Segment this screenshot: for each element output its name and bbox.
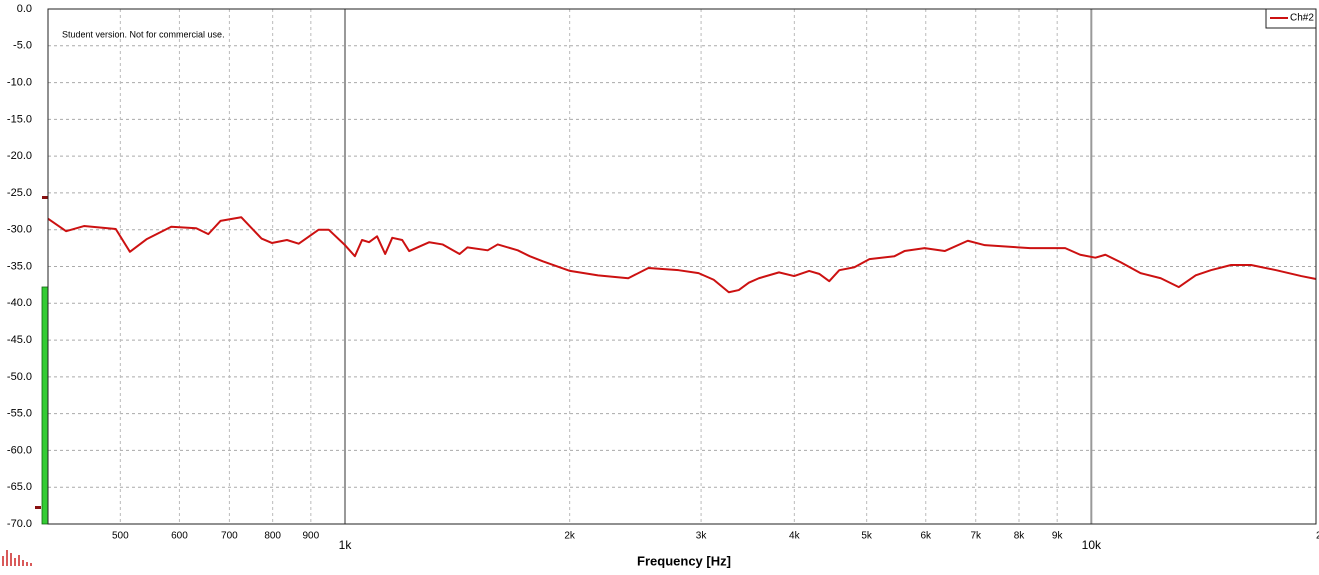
- x-tick-label: 6k: [920, 531, 932, 542]
- x-tick-label: 800: [264, 531, 281, 542]
- y-tick-label: -45.0: [7, 334, 32, 346]
- x-tick-label: 600: [171, 531, 188, 542]
- y-tick-label: -20.0: [7, 150, 32, 162]
- x-tick-label: 7k: [970, 531, 982, 542]
- y-tick-label: 0.0: [17, 3, 32, 15]
- x-tick-label: 2k: [564, 531, 576, 542]
- x-tick-label: 1k: [339, 538, 353, 552]
- x-tick-label: 9k: [1052, 531, 1064, 542]
- y-tick-label: -60.0: [7, 444, 32, 456]
- y-tick-label: -15.0: [7, 113, 32, 125]
- y-tick-label: -10.0: [7, 76, 32, 88]
- y-tick-label: -40.0: [7, 297, 32, 309]
- x-tick-label: 500: [112, 531, 129, 542]
- y-tick-label: -5.0: [13, 40, 32, 52]
- series-line: [47, 216, 1317, 294]
- peak-marker: [42, 196, 48, 199]
- y-tick-label: -65.0: [7, 481, 32, 493]
- x-tick-label: 700: [221, 531, 238, 542]
- y-tick-label: -55.0: [7, 408, 32, 420]
- x-tick-label: 10k: [1082, 538, 1102, 552]
- x-tick-label: 5k: [861, 531, 873, 542]
- x-tick-label: 900: [303, 531, 320, 542]
- legend-label: Ch#2: [1290, 13, 1314, 24]
- watermark-note: Student version. Not for commercial use.: [62, 29, 225, 39]
- legend: Ch#2: [1265, 8, 1317, 29]
- plot: [47, 216, 1317, 294]
- x-tick-label: 4k: [789, 531, 801, 542]
- x-tick-label: 8k: [1014, 531, 1026, 542]
- plot-frame: [47, 8, 1317, 525]
- app-icon: [2, 550, 32, 566]
- peak-marker: [35, 506, 41, 509]
- y-tick-label: -70.0: [7, 518, 32, 530]
- y-tick-label: -50.0: [7, 371, 32, 383]
- x-tick-label: 3k: [696, 531, 708, 542]
- x-axis-label: Frequency [Hz]: [637, 553, 731, 568]
- x-tick-label: 20k: [1316, 531, 1319, 542]
- legend-box: [1265, 8, 1317, 29]
- y-tick-label: -25.0: [7, 187, 32, 199]
- y-tick-label: -35.0: [7, 260, 32, 272]
- level-meter: [41, 286, 49, 525]
- y-tick-label: -30.0: [7, 224, 32, 236]
